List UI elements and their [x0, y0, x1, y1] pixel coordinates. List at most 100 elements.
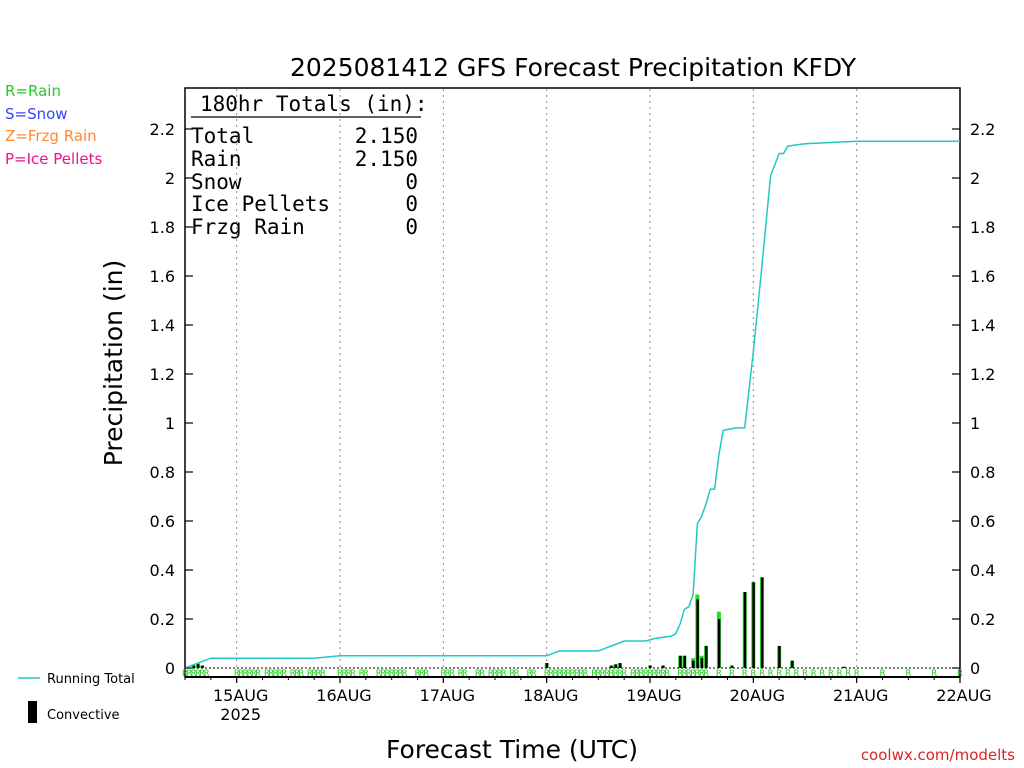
precip-type-marker: R	[660, 669, 666, 679]
precip-type-marker: R	[449, 669, 455, 679]
precip-type-marker: R	[402, 669, 408, 679]
precip-type-marker: R	[462, 669, 468, 679]
precip-type-marker: R	[682, 669, 688, 679]
totals-label-frzg-rain: Frzg Rain	[191, 215, 305, 239]
y-tick-label-right: 0	[970, 659, 980, 678]
totals-value-rain: 2.150	[355, 147, 418, 171]
precip-type-marker: R	[204, 669, 210, 679]
totals-value-frzg-rain: 0	[405, 215, 418, 239]
y-tick-label-left: 1.6	[150, 267, 175, 286]
legend-convective-text: Convective	[47, 708, 120, 723]
precip-type-marker: R	[191, 669, 197, 679]
precip-type-marker: R	[828, 669, 834, 679]
precip-type-marker: R	[247, 669, 253, 679]
precip-type-marker: R	[234, 669, 240, 679]
y-tick-label-right: 1.2	[970, 365, 995, 384]
precip-type-marker: R	[363, 669, 369, 679]
precip-bar-convective	[704, 645, 708, 668]
precip-type-marker: R	[768, 669, 774, 679]
totals-value-snow: 0	[405, 170, 418, 194]
precip-type-marker: R	[255, 669, 261, 679]
y-tick-label-left: 1.4	[150, 316, 175, 335]
precip-type-marker: R	[475, 669, 481, 679]
precip-type-marker: R	[690, 669, 696, 679]
totals-label-ice-pellets: Ice Pellets	[191, 192, 330, 216]
precip-bar-convective	[201, 665, 204, 668]
precip-type-marker: R	[729, 669, 735, 679]
precip-type-marker: R	[785, 669, 791, 679]
precip-type-marker: R	[299, 669, 305, 679]
precip-type-marker: R	[311, 669, 317, 679]
precip-type-marker: R	[591, 669, 597, 679]
precip-type-marker: R	[665, 669, 671, 679]
precip-type-marker: R	[574, 669, 580, 679]
precip-bar-convective	[700, 658, 704, 668]
totals-label-snow: Snow	[191, 170, 242, 194]
y-tick-label-left: 0.4	[150, 561, 175, 580]
precip-type-marker: R	[613, 669, 619, 679]
precip-type-marker: R	[415, 669, 421, 679]
x-tick-label: 19AUG	[626, 686, 681, 705]
precip-type-marker: R	[751, 669, 757, 679]
precip-type-marker: R	[561, 669, 567, 679]
x-tick-label: 21AUG	[833, 686, 888, 705]
precip-type-marker: R	[277, 669, 283, 679]
legend-rain-text: R=Rain	[5, 82, 61, 100]
x-tick-label: 22AUG	[936, 686, 991, 705]
totals-label-rain: Rain	[191, 147, 242, 171]
precip-type-marker: R	[544, 669, 550, 679]
precip-type-marker: R	[445, 669, 451, 679]
precip-bar-convective	[683, 655, 686, 668]
y-tick-label-left: 2.2	[150, 120, 175, 139]
precip-type-marker: R	[380, 669, 386, 679]
precip-bar-convective	[717, 619, 721, 668]
precip-type-marker: R	[931, 669, 937, 679]
precip-type-marker: R	[604, 669, 610, 679]
precip-type-marker: R	[854, 669, 860, 679]
precip-type-marker: R	[243, 669, 249, 679]
precip-type-marker: R	[458, 669, 464, 679]
precip-type-marker: R	[570, 669, 576, 679]
x-tick-label: 18AUG	[523, 686, 578, 705]
precip-type-marker: R	[281, 669, 287, 679]
precip-type-marker: R	[759, 669, 765, 679]
precip-type-marker: R	[677, 669, 683, 679]
precip-type-marker: R	[548, 669, 554, 679]
precip-type-marker: R	[488, 669, 494, 679]
precip-type-marker: R	[609, 669, 615, 679]
running-total-series	[184, 140, 960, 669]
precip-type-marker: R	[695, 669, 701, 679]
precip-type-marker: R	[423, 669, 429, 679]
y-tick-label-right: 1.8	[970, 218, 995, 237]
precip-type-marker: R	[565, 669, 571, 679]
precip-bar-convective	[743, 592, 747, 668]
precip-type-marker: R	[342, 669, 348, 679]
precip-type-marker: R	[501, 669, 507, 679]
precip-type-marker: R	[307, 669, 313, 679]
precip-bar-convective	[692, 660, 695, 668]
precip-type-marker: R	[290, 669, 296, 679]
legend-convective-swatch	[28, 701, 37, 723]
x-tick-label: 20AUG	[730, 686, 785, 705]
precip-type-marker: R	[316, 669, 322, 679]
precip-bar-convective	[545, 663, 549, 668]
running-total-line	[184, 140, 960, 669]
precip-type-marker: R	[957, 669, 963, 679]
precip-type-marker: R	[346, 669, 352, 679]
precip-type-marker: R	[531, 669, 537, 679]
totals-box: 180hr Totals (in): Total 2.150 Rain 2.15…	[191, 92, 428, 239]
precip-type-marker: R	[441, 669, 447, 679]
precip-type-marker: R	[337, 669, 343, 679]
precip-type-marker: R	[393, 669, 399, 679]
precip-type-marker: R	[376, 669, 382, 679]
precip-bar-convective	[649, 665, 652, 668]
y-axis-label: Precipitation (in)	[99, 260, 128, 467]
precip-bar-convective	[661, 665, 665, 668]
precip-bar-convective	[760, 577, 764, 668]
precip-type-marker: R	[686, 669, 692, 679]
y-tick-label-left: 1	[165, 414, 175, 433]
precip-type-marker: R	[837, 669, 843, 679]
